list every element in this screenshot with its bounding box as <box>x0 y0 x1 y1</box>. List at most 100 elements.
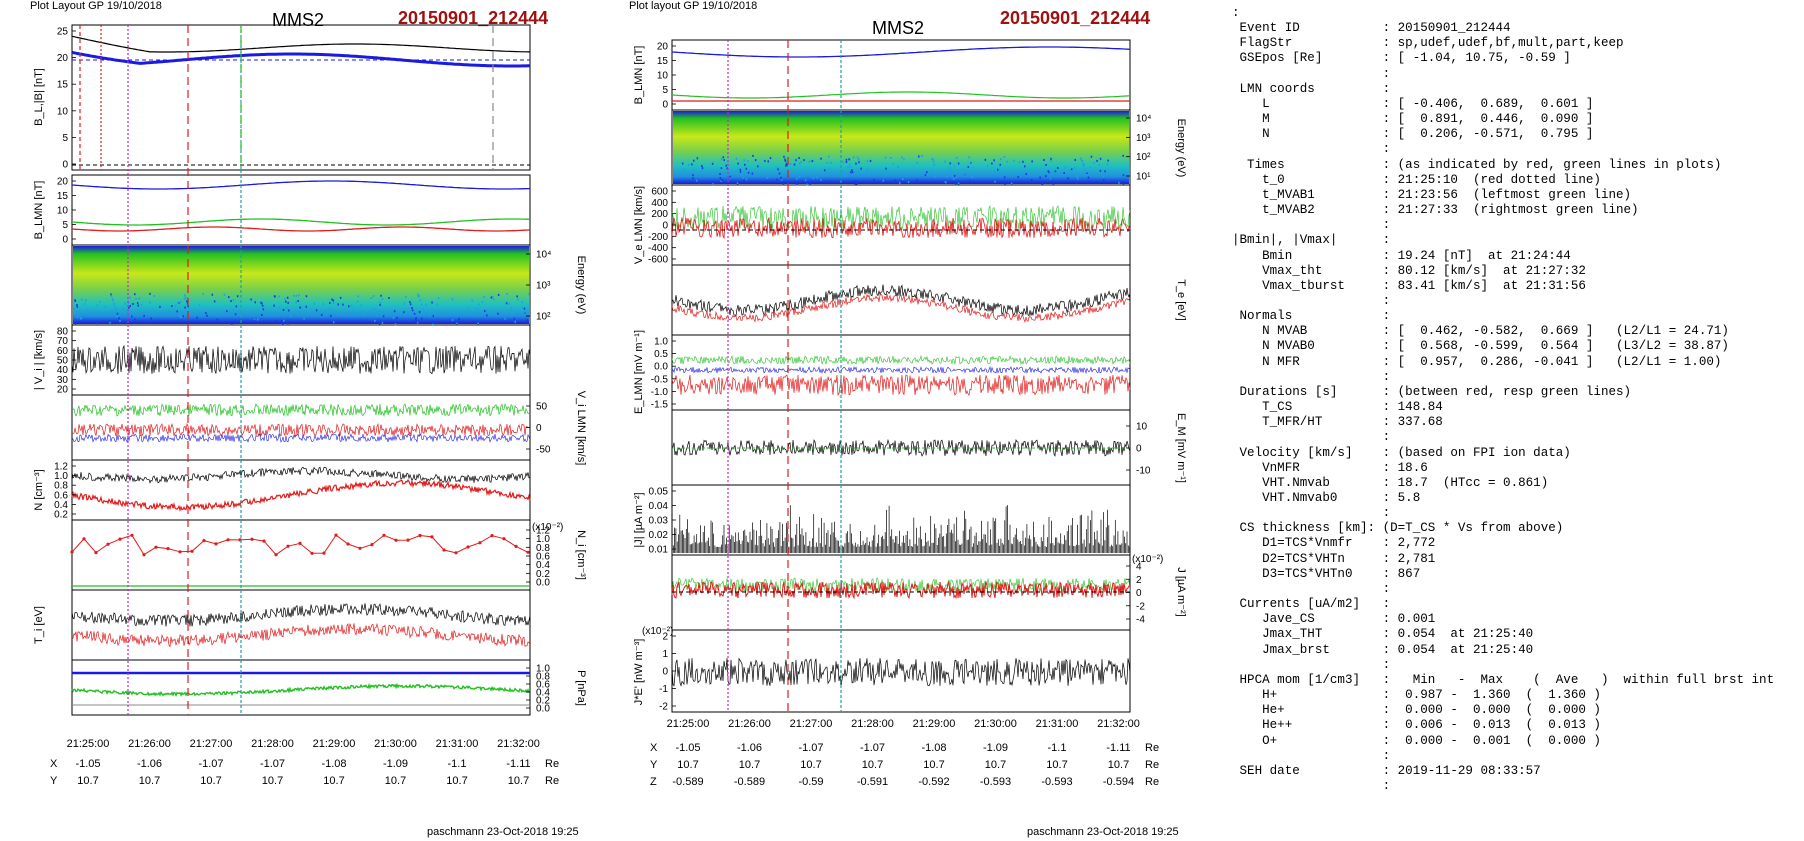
left-p1-tick-label: 5 <box>62 220 68 231</box>
right-electron-spectrogram-speck <box>1048 171 1050 174</box>
left-p3-tick-label: 70 <box>57 336 69 347</box>
right-p1-tick-label: 10³ <box>1136 133 1151 144</box>
right-electron-spectrogram-speck <box>741 174 744 177</box>
right-electron-spectrogram-speck <box>726 167 728 170</box>
right-electron-spectrogram-speck <box>728 172 730 175</box>
left-ion-spectrogram-speck <box>114 309 116 311</box>
left-orbit-value: -1.07 <box>260 758 285 770</box>
left-ion-spectrogram-speck <box>98 300 101 303</box>
right-electron-spectrogram-speck <box>1070 168 1073 171</box>
right-electron-spectrogram-speck <box>860 167 862 170</box>
left-orbit-value: 10.7 <box>139 775 160 787</box>
left-p3-tick-label: 80 <box>57 327 69 338</box>
right-electron-spectrogram-speck <box>867 172 869 174</box>
left-ion-spectrogram-speck <box>295 301 297 304</box>
right-electron-spectrogram-speck <box>838 170 840 173</box>
left-ion-spectrogram-speck <box>298 294 300 297</box>
right-BL-line <box>671 46 1131 58</box>
right-electron-spectrogram-speck <box>955 176 958 179</box>
left-p2-ylabel: Energy (eV) <box>575 256 587 315</box>
right-electron-spectrogram-speck <box>844 175 846 177</box>
left-p6-tick-label: 0.6 <box>536 552 550 563</box>
right-electron-spectrogram-speck <box>786 164 788 167</box>
right-JL-line <box>671 580 1131 600</box>
left-ion-spectrogram-speck <box>417 295 420 298</box>
left-p6-scale: (x10⁻²) <box>532 522 563 533</box>
left-Vi-M-line <box>71 403 531 418</box>
left-ion-spectrogram-speck <box>74 299 77 302</box>
left-ion-spectrogram-speck <box>129 296 131 299</box>
right-electron-spectrogram-speck <box>720 167 723 169</box>
left-ion-spectrogram-speck <box>112 299 114 302</box>
right-electron-spectrogram-speck <box>953 177 955 180</box>
left-ion-spectrogram-speck <box>332 299 335 302</box>
left-ion-spectrogram-speck <box>136 302 139 305</box>
right-electron-spectrogram-speck <box>816 176 819 179</box>
left-ion-spectrogram-speck <box>171 305 173 308</box>
left-ion-spectrogram-speck <box>522 306 524 309</box>
left-p6-tick-label: 0.8 <box>536 543 550 554</box>
right-electron-spectrogram-speck <box>804 179 807 182</box>
left-ion-spectrogram-speck <box>381 321 384 324</box>
left-ion-spectrogram-speck <box>228 296 230 299</box>
left-ion-spectrogram-speck <box>111 297 114 300</box>
left-Vi-magnitude-line <box>71 344 531 375</box>
right-electron-spectrogram-speck <box>994 180 996 183</box>
right-p6-tick-label: 0.01 <box>649 545 669 556</box>
left-ion-spectrogram-speck <box>216 318 218 321</box>
left-ion-spectrogram-speck <box>415 321 418 324</box>
left-ion-spectrogram-speck <box>300 321 302 324</box>
right-electron-spectrogram-speck <box>1089 180 1091 183</box>
left-p2-tick-label: 10³ <box>536 281 551 292</box>
left-ion-spectrogram-speck <box>356 300 359 303</box>
right-electron-spectrogram-speck <box>931 157 933 160</box>
right-p0-tick-label: 10 <box>657 71 669 82</box>
right-orbit-unit: Re <box>1145 776 1159 788</box>
left-ion-spectrogram-speck <box>96 304 99 307</box>
right-electron-spectrogram-speck <box>949 166 951 169</box>
left-ion-spectrogram-speck <box>296 310 299 313</box>
left-ion-spectrogram-speck <box>151 308 154 311</box>
left-ion-spectrogram-speck <box>159 305 161 308</box>
left-ion-spectrogram-speck <box>514 320 516 323</box>
left-ion-spectrogram-speck <box>250 298 252 301</box>
left-ion-spectrogram-speck <box>521 301 524 304</box>
right-p2-tick-label: 0 <box>662 221 668 232</box>
right-electron-spectrogram-speck <box>933 164 935 167</box>
right-electron-spectrogram-speck <box>743 159 745 162</box>
left-orbit-value: 10.7 <box>508 775 529 787</box>
left-ion-spectrogram-speck <box>297 300 299 302</box>
left-ion-spectrogram-speck <box>74 323 77 326</box>
right-p8-tick-label: 2 <box>662 632 668 643</box>
right-electron-spectrogram-speck <box>814 170 816 173</box>
left-ion-spectrogram-speck <box>119 320 121 323</box>
left-orbit-value: 10.7 <box>77 775 98 787</box>
right-orbit-unit: Re <box>1145 759 1159 771</box>
right-electron-spectrogram-speck <box>811 160 814 163</box>
left-orbit-row-label: Y <box>50 775 58 787</box>
right-electron-spectrogram-speck <box>744 163 746 166</box>
left-ion-spectrogram-speck <box>234 313 237 316</box>
left-event-title: 20150901_212444 <box>398 8 549 28</box>
left-BN-line <box>71 226 531 232</box>
right-p8-ylabel: J*E' [nW m⁻³] <box>633 639 645 706</box>
left-ion-spectrogram-speck <box>116 312 119 315</box>
left-ion-spectrogram-speck <box>261 302 263 305</box>
left-ion-spectrogram-speck <box>293 294 295 297</box>
left-ion-spectrogram-speck <box>411 307 413 309</box>
right-p7-tick-label: -4 <box>1136 615 1145 626</box>
left-orbit-unit: Re <box>545 775 559 787</box>
left-ion-spectrogram-speck <box>114 306 117 309</box>
right-probe-title: MMS2 <box>872 18 925 38</box>
right-electron-spectrogram-speck <box>745 167 748 170</box>
right-electron-spectrogram-speck <box>853 156 855 159</box>
left-ion-spectrogram-speck <box>376 314 379 317</box>
right-electron-spectrogram-speck <box>796 177 798 180</box>
right-electron-spectrogram-speck <box>915 179 918 182</box>
right-electron-spectrogram-speck <box>824 180 827 183</box>
right-electron-spectrogram-speck <box>696 157 699 160</box>
left-Vi-L-line <box>71 422 531 438</box>
right-electron-spectrogram-speck <box>1107 159 1109 162</box>
left-p0-tick-label: 5 <box>62 133 68 144</box>
left-time-tick-label: 21:26:00 <box>128 738 171 750</box>
